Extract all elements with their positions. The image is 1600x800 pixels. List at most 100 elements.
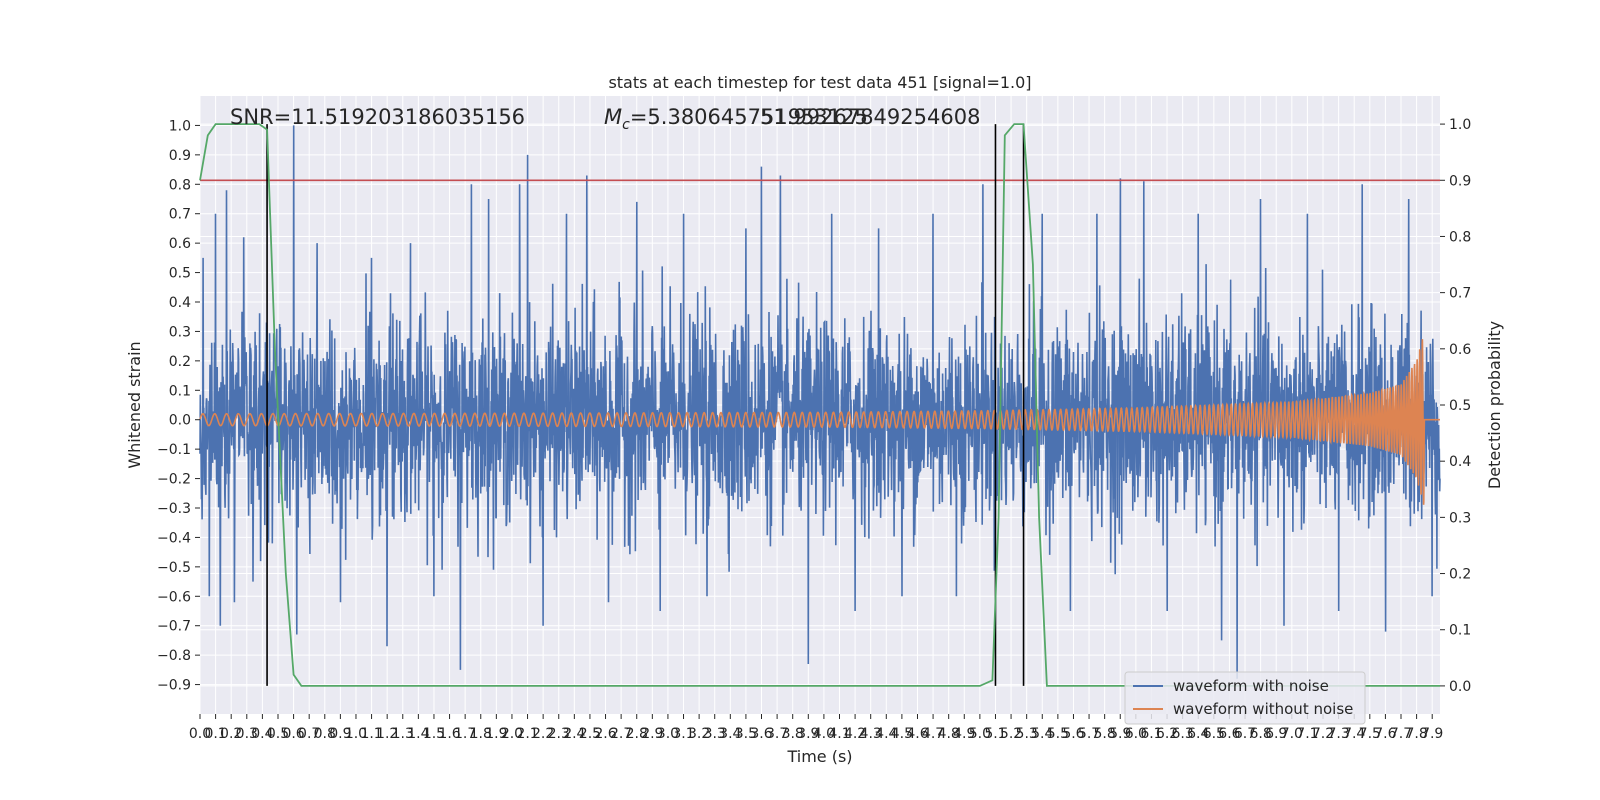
x-tick-label-11: 1.1 — [360, 726, 382, 742]
y-tick-label-12: 0.3 — [169, 324, 191, 340]
x-tick-label-62: 6.2 — [1156, 726, 1178, 742]
x-tick-label-37: 3.7 — [766, 726, 788, 742]
x-tick-label-14: 1.4 — [407, 726, 429, 742]
x-tick-label-3: 0.3 — [236, 726, 258, 742]
y-right-tick-label-0: 0.0 — [1449, 679, 1471, 695]
x-tick-label-46: 4.6 — [906, 726, 928, 742]
x-tick-label-9: 0.9 — [329, 726, 351, 742]
y-right-tick-label-7: 0.7 — [1449, 286, 1471, 302]
y-tick-label-4: −0.5 — [157, 560, 191, 576]
series-waveform-without-noise — [199, 339, 1440, 505]
y-right-axis-label: Detection probability — [1485, 321, 1504, 489]
y-tick-label-17: 0.8 — [169, 177, 191, 193]
x-tick-label-1: 0.1 — [204, 726, 226, 742]
x-tick-label-67: 6.7 — [1234, 726, 1256, 742]
x-tick-label-43: 4.3 — [860, 726, 882, 742]
x-tick-label-79: 7.9 — [1421, 726, 1443, 742]
x-tick-label-10: 1.0 — [345, 726, 367, 742]
x-tick-label-40: 4.0 — [813, 726, 835, 742]
legend-label-noise: waveform with noise — [1173, 677, 1329, 695]
x-tick-label-55: 5.5 — [1047, 726, 1069, 742]
x-tick-label-25: 2.5 — [579, 726, 601, 742]
x-tick-label-53: 5.3 — [1016, 726, 1038, 742]
y-tick-label-5: −0.4 — [157, 530, 191, 546]
y-tick-label-11: 0.2 — [169, 354, 191, 370]
y-tick-label-18: 0.9 — [169, 148, 191, 164]
x-tick-label-58: 5.8 — [1094, 726, 1116, 742]
x-tick-label-34: 3.4 — [719, 726, 741, 742]
x-tick-label-61: 6.1 — [1140, 726, 1162, 742]
y-tick-label-3: −0.6 — [157, 589, 191, 605]
legend-box — [1124, 671, 1366, 725]
x-tick-label-75: 7.5 — [1359, 726, 1381, 742]
y-right-ticks: 0.0 0.1 0.2 0.3 0.4 0.5 0.6 0.7 0.8 0.9 1.0 — [1440, 117, 1471, 695]
y-tick-label-19: 1.0 — [169, 118, 191, 134]
y-tick-label-9: 0.0 — [169, 413, 191, 429]
x-tick-label-33: 3.3 — [704, 726, 726, 742]
series-waveform-with-noise — [199, 125, 1441, 679]
x-tick-label-56: 5.6 — [1062, 726, 1084, 742]
x-tick-label-41: 4.1 — [828, 726, 850, 742]
y-tick-label-13: 0.4 — [169, 295, 191, 311]
snr-annotation: SNR=11.519203186035156 — [230, 105, 525, 129]
y-tick-label-16: 0.7 — [169, 207, 191, 223]
y-right-tick-label-2: 0.2 — [1449, 567, 1471, 583]
x-tick-label-59: 5.9 — [1109, 726, 1131, 742]
y-tick-label-6: −0.3 — [157, 501, 191, 517]
y-axis-label: Whitened strain — [125, 341, 144, 468]
y-tick-label-1: −0.8 — [157, 648, 191, 664]
mc-annotation: Mc=5.380645751953125 — [604, 105, 868, 133]
x-tick-label-12: 1.2 — [376, 726, 398, 742]
waveform-without-noise-line — [199, 339, 1440, 505]
y-right-tick-label-1: 0.1 — [1449, 623, 1471, 639]
y-tick-label-2: −0.7 — [157, 619, 191, 635]
x-tick-label-39: 3.9 — [797, 726, 819, 742]
x-tick-label-16: 1.6 — [438, 726, 460, 742]
x-ticks: 0.00.10.20.30.40.50.60.70.80.91.01.11.21… — [189, 714, 1443, 742]
x-tick-label-54: 5.4 — [1031, 726, 1053, 742]
mc-value: =5.380645751953125 — [630, 105, 868, 129]
x-tick-label-57: 5.7 — [1078, 726, 1100, 742]
x-tick-label-74: 7.4 — [1343, 726, 1365, 742]
x-tick-label-49: 4.9 — [953, 726, 975, 742]
x-tick-label-78: 7.8 — [1405, 726, 1427, 742]
x-tick-label-71: 7.1 — [1296, 726, 1318, 742]
x-tick-label-42: 4.2 — [844, 726, 866, 742]
x-tick-label-73: 7.3 — [1327, 726, 1349, 742]
x-tick-label-36: 3.6 — [750, 726, 772, 742]
x-tick-label-48: 4.8 — [938, 726, 960, 742]
y-right-tick-label-10: 1.0 — [1449, 117, 1471, 133]
x-tick-label-27: 2.7 — [610, 726, 632, 742]
y-right-tick-label-9: 0.9 — [1449, 173, 1471, 189]
x-tick-label-35: 3.5 — [735, 726, 757, 742]
y-tick-label-15: 0.6 — [169, 236, 191, 252]
detection-probability-line — [199, 123, 1440, 687]
x-tick-label-72: 7.2 — [1312, 726, 1334, 742]
x-tick-label-17: 1.7 — [454, 726, 476, 742]
x-tick-label-15: 1.5 — [423, 726, 445, 742]
legend: waveform with noise waveform without noi… — [1124, 671, 1366, 725]
x-tick-label-50: 5.0 — [969, 726, 991, 742]
x-tick-label-26: 2.6 — [594, 726, 616, 742]
y-tick-label-7: −0.2 — [157, 472, 191, 488]
x-tick-label-4: 0.4 — [251, 726, 273, 742]
x-tick-label-24: 2.4 — [563, 726, 585, 742]
y-right-tick-label-3: 0.3 — [1449, 510, 1471, 526]
x-tick-label-5: 0.5 — [267, 726, 289, 742]
x-tick-label-31: 3.1 — [672, 726, 694, 742]
legend-label-clean: waveform without noise — [1173, 700, 1353, 718]
x-tick-label-64: 6.4 — [1187, 726, 1209, 742]
x-tick-label-23: 2.3 — [548, 726, 570, 742]
series-detection-probability — [199, 123, 1440, 687]
y-right-tick-label-8: 0.8 — [1449, 229, 1471, 245]
y-tick-label-10: 0.1 — [169, 383, 191, 399]
mc-subscript: c — [622, 117, 630, 133]
y-right-tick-label-4: 0.4 — [1449, 454, 1471, 470]
x-tick-label-30: 3.0 — [657, 726, 679, 742]
x-tick-label-66: 6.6 — [1218, 726, 1240, 742]
waveform-with-noise-line — [199, 125, 1441, 679]
x-tick-label-32: 3.2 — [688, 726, 710, 742]
x-tick-label-77: 7.7 — [1390, 726, 1412, 742]
x-tick-label-51: 5.1 — [984, 726, 1006, 742]
